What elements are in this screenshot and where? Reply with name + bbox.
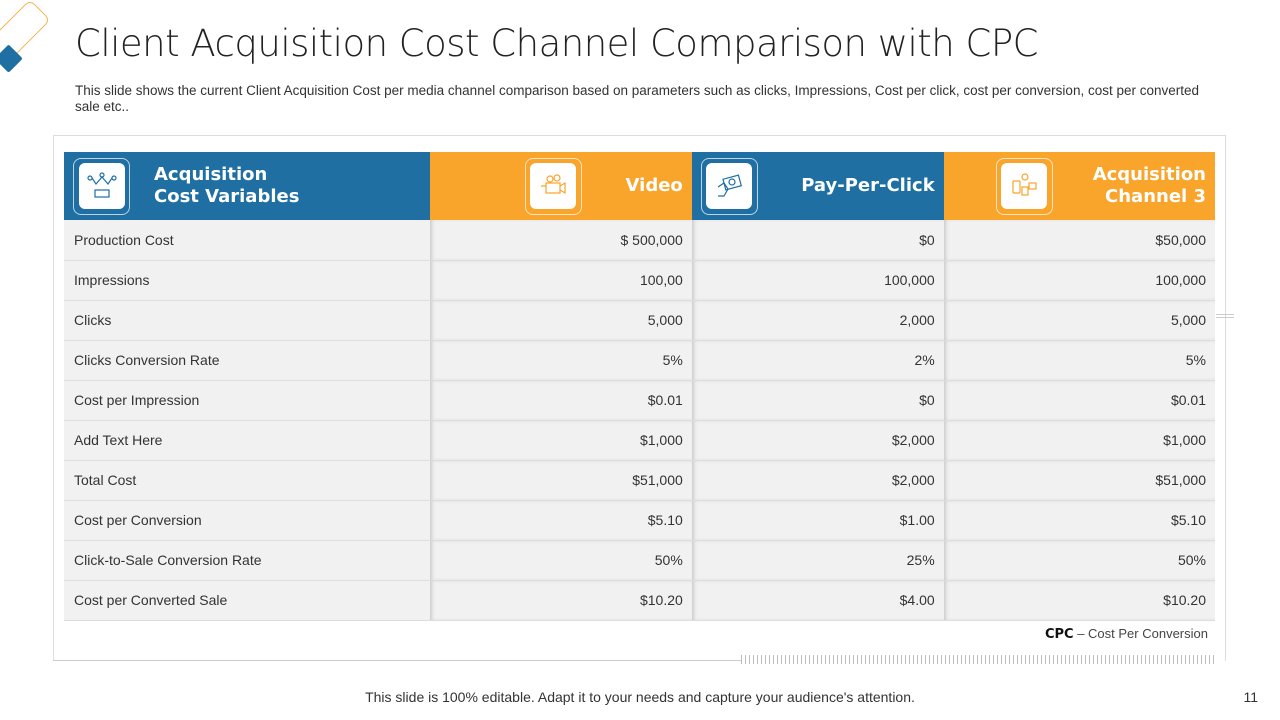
abbreviation-note: CPC – Cost Per Conversion	[1045, 626, 1208, 642]
page-title: Client Acquisition Cost Channel Comparis…	[75, 22, 1039, 65]
cell-value: $10.20	[429, 580, 692, 621]
header-variables: Acquisition Cost Variables	[64, 152, 430, 220]
cell-value: $0.01	[429, 380, 692, 421]
frame-divider	[53, 660, 741, 661]
header-label: Pay-Per-Click	[801, 175, 935, 196]
cell-value: 50%	[943, 540, 1215, 581]
hand-money-icon	[700, 157, 758, 215]
cell-value: $50,000	[943, 220, 1215, 261]
row-label: Impressions	[64, 260, 430, 301]
cell-value: $5.10	[429, 500, 692, 541]
note-abbr: CPC	[1044, 627, 1074, 642]
header-ppc: Pay-Per-Click	[691, 152, 944, 220]
cell-value: 2%	[691, 340, 944, 381]
table-frame	[53, 135, 1226, 661]
cell-value: 5%	[429, 340, 692, 381]
cell-value: 100,000	[691, 260, 944, 301]
header-label: Video	[625, 175, 683, 196]
devices-icon	[995, 157, 1053, 215]
cell-value: $0	[691, 380, 944, 421]
cell-value: $2,000	[691, 420, 944, 461]
cell-value: 25%	[691, 540, 944, 581]
header-channel3: Acquisition Channel 3	[943, 152, 1215, 220]
cell-value: $2,000	[691, 460, 944, 501]
cell-value: $4.00	[691, 580, 944, 621]
video-camera-icon	[524, 157, 582, 215]
cell-value: 100,000	[943, 260, 1215, 301]
cell-value: 5,000	[943, 300, 1215, 341]
cell-value: 2,000	[691, 300, 944, 341]
table-row: Click-to-Sale Conversion Rate 50% 25% 50%	[64, 540, 1215, 581]
cell-value: $5.10	[943, 500, 1215, 541]
row-label: Click-to-Sale Conversion Rate	[64, 540, 430, 581]
table-row: Clicks Conversion Rate 5% 2% 5%	[64, 340, 1215, 381]
cell-value: $1,000	[429, 420, 692, 461]
row-label: Total Cost	[64, 460, 430, 501]
page-number: 11	[1243, 689, 1258, 705]
header-label: Acquisition Cost Variables	[154, 164, 300, 207]
row-label: Clicks	[64, 300, 430, 341]
row-label: Cost per Conversion	[64, 500, 430, 541]
table-row: Add Text Here $1,000 $2,000 $1,000	[64, 420, 1215, 461]
header-label: Acquisition Channel 3	[1092, 164, 1206, 207]
cell-value: $0.01	[943, 380, 1215, 421]
cell-value: $51,000	[429, 460, 692, 501]
comparison-table: Acquisition Cost Variables Video Pay-Per…	[64, 152, 1215, 621]
row-label: Add Text Here	[64, 420, 430, 461]
cell-value: $1,000	[943, 420, 1215, 461]
network-chart-icon	[73, 157, 130, 215]
cell-value: $51,000	[943, 460, 1215, 501]
cell-value: 100,00	[429, 260, 692, 301]
cell-value: 50%	[429, 540, 692, 581]
cell-value: $1.00	[691, 500, 944, 541]
table-row: Production Cost $ 500,000 $0 $50,000	[64, 220, 1215, 261]
note-text: – Cost Per Conversion	[1073, 626, 1208, 641]
table-row: Cost per Conversion $5.10 $1.00 $5.10	[64, 500, 1215, 541]
footer-text: This slide is 100% editable. Adapt it to…	[365, 689, 915, 705]
row-label: Clicks Conversion Rate	[64, 340, 430, 381]
cell-value: $10.20	[943, 580, 1215, 621]
corner-diamond-decoration	[0, 2, 48, 72]
row-label: Cost per Impression	[64, 380, 430, 421]
page-subtitle: This slide shows the current Client Acqu…	[75, 83, 1200, 114]
table-row: Impressions 100,00 100,000 100,000	[64, 260, 1215, 301]
cell-value: 5,000	[429, 300, 692, 341]
cell-value: $ 500,000	[429, 220, 692, 261]
row-label: Production Cost	[64, 220, 430, 261]
table-row: Total Cost $51,000 $2,000 $51,000	[64, 460, 1215, 501]
tick-decoration	[741, 655, 1215, 664]
table-row: Cost per Converted Sale $10.20 $4.00 $10.20	[64, 580, 1215, 621]
table-row: Clicks 5,000 2,000 5,000	[64, 300, 1215, 341]
header-video: Video	[429, 152, 692, 220]
cell-value: $0	[691, 220, 944, 261]
frame-marker	[1216, 314, 1234, 318]
row-label: Cost per Converted Sale	[64, 580, 430, 621]
table-row: Cost per Impression $0.01 $0 $0.01	[64, 380, 1215, 421]
cell-value: 5%	[943, 340, 1215, 381]
